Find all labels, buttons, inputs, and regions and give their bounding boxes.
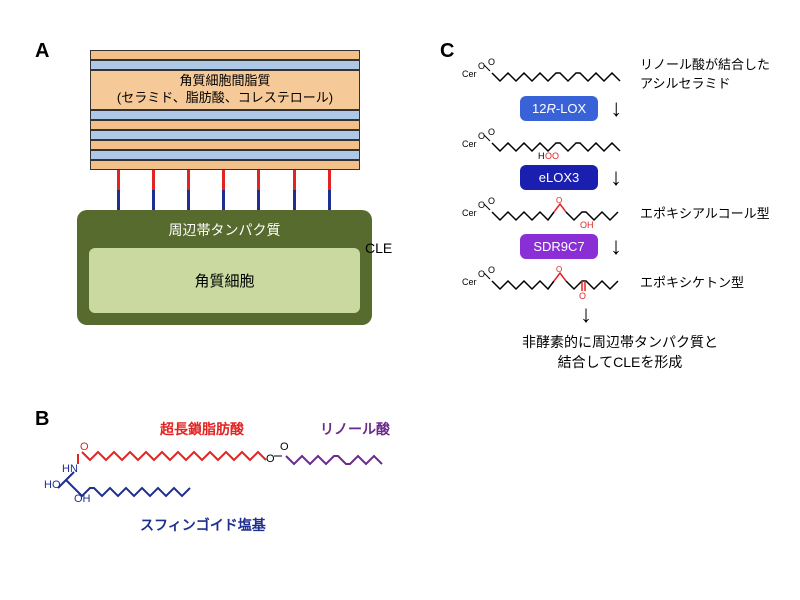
svg-text:HN: HN: [62, 463, 78, 475]
enzyme-step-1: 12R-LOX ↓: [520, 96, 780, 121]
svg-text:H: H: [538, 151, 545, 161]
cle-lower-segment: [328, 190, 331, 210]
svg-text:Cer: Cer: [462, 139, 477, 149]
cle-upper-segment: [257, 170, 260, 190]
svg-text:O: O: [488, 127, 495, 137]
lipid-title-line1: 角質細胞間脂質: [91, 73, 359, 90]
final-text: 非酵素的に周辺帯タンパク質と 結合してCLEを形成: [460, 333, 780, 372]
enzyme-step-2: eLOX3 ↓: [520, 165, 780, 190]
sphingoid-chain: [66, 480, 190, 496]
svg-text:O: O: [80, 441, 89, 453]
protein-title: 周辺帯タンパク質: [89, 220, 360, 240]
cle-upper-segment: [187, 170, 190, 190]
lipid-layer: [90, 140, 360, 150]
molecule-epoxyalcohol: Cer O O O OH: [460, 194, 630, 230]
cle-upper-segment: [117, 170, 120, 190]
panel-a-label: A: [35, 40, 49, 63]
panel-c: Cer O O リノール酸が結合した アシルセラミド 12R-LOX ↓ Cer…: [460, 50, 780, 372]
molecule-acylceramide: Cer O O: [460, 55, 630, 91]
molecule-epoxyketone: Cer O O O O: [460, 263, 630, 299]
lipid-layer: [90, 50, 360, 60]
lipid-stack: 角質細胞間脂質 (セラミド、脂肪酸、コレステロール): [90, 50, 360, 170]
cle-upper-segment: [222, 170, 225, 190]
lipid-layer: [90, 120, 360, 130]
lipid-layer: [90, 150, 360, 160]
lipid-layer: [90, 130, 360, 140]
svg-text:OO: OO: [545, 151, 559, 161]
cle-lower-segment: [152, 190, 155, 210]
lipid-layer: [90, 110, 360, 120]
svg-text:O: O: [266, 453, 275, 465]
step0-text: リノール酸が結合した アシルセラミド: [640, 54, 770, 92]
vlcfa-label: 超長鎖脂肪酸: [159, 421, 245, 437]
svg-text:O: O: [488, 196, 495, 206]
cle-lower-segment: [222, 190, 225, 210]
svg-text:O: O: [556, 196, 562, 205]
cle-lower-segment: [257, 190, 260, 210]
svg-text:O: O: [556, 265, 562, 274]
svg-text:Cer: Cer: [462, 208, 477, 218]
svg-text:O: O: [579, 291, 586, 299]
pathway-step-0: Cer O O リノール酸が結合した アシルセラミド: [460, 54, 780, 92]
svg-text:OH: OH: [580, 220, 594, 230]
arrow-icon: ↓: [610, 235, 622, 259]
arrow-icon: ↓: [610, 166, 622, 190]
cell-label: 角質細胞: [194, 273, 254, 290]
molecule-hydroperoxide: Cer O O HOO: [460, 125, 630, 161]
svg-text:Cer: Cer: [462, 277, 477, 287]
cle-lower-segment: [187, 190, 190, 210]
svg-text:O: O: [280, 441, 289, 453]
lipid-title-box: 角質細胞間脂質 (セラミド、脂肪酸、コレステロール): [90, 70, 360, 110]
panel-a: 角質細胞間脂質 (セラミド、脂肪酸、コレステロール) CLE 周辺帯タンパク質 …: [65, 50, 385, 325]
lipid-title-line2: (セラミド、脂肪酸、コレステロール): [91, 90, 359, 107]
svg-text:O: O: [478, 131, 485, 141]
lipid-layer: [90, 60, 360, 70]
cle-label: CLE: [365, 240, 392, 256]
cle-lower-segment: [293, 190, 296, 210]
svg-text:O: O: [478, 200, 485, 210]
arrow-icon: ↓: [580, 303, 592, 327]
pathway-step-2: Cer O O O OH エポキシアルコール型: [460, 194, 780, 230]
cle-upper-segment: [328, 170, 331, 190]
cle-lower-segment: [117, 190, 120, 210]
cle-upper-segment: [293, 170, 296, 190]
protein-box: 周辺帯タンパク質 角質細胞: [77, 210, 372, 325]
sphingoid-label: スフィンゴイド塩基: [140, 517, 267, 533]
pathway-step-1: Cer O O HOO: [460, 125, 780, 161]
panel-c-label: C: [440, 40, 454, 63]
final-arrow-row: ↓: [580, 303, 780, 327]
cell-box: 角質細胞: [89, 248, 360, 313]
acylceramide-structure: 超長鎖脂肪酸 リノール酸 スフィンゴイド塩基 O O O HN HO OH: [30, 420, 390, 540]
enzyme-sdr9c7: SDR9C7: [520, 234, 598, 259]
cle-links: [90, 170, 360, 210]
enzyme-elox3: eLOX3: [520, 165, 598, 190]
lipid-layer: [90, 160, 360, 170]
linoleic-label: リノール酸: [320, 421, 390, 437]
svg-text:O: O: [478, 269, 485, 279]
step2-text: エポキシアルコール型: [640, 203, 770, 222]
arrow-icon: ↓: [610, 97, 622, 121]
svg-text:HO: HO: [44, 479, 61, 491]
panel-b: 超長鎖脂肪酸 リノール酸 スフィンゴイド塩基 O O O HN HO OH: [30, 420, 390, 545]
vlcfa-chain: [82, 452, 266, 460]
enzyme-12r-lox: 12R-LOX: [520, 96, 598, 121]
svg-text:O: O: [488, 57, 495, 67]
svg-text:O: O: [488, 265, 495, 275]
cle-upper-segment: [152, 170, 155, 190]
pathway-step-3: Cer O O O O エポキシケトン型: [460, 263, 780, 299]
enzyme-step-3: SDR9C7 ↓: [520, 234, 780, 259]
step3-text: エポキシケトン型: [640, 272, 744, 291]
svg-text:Cer: Cer: [462, 69, 477, 79]
linoleic-chain: [286, 456, 382, 464]
svg-text:O: O: [478, 61, 485, 71]
